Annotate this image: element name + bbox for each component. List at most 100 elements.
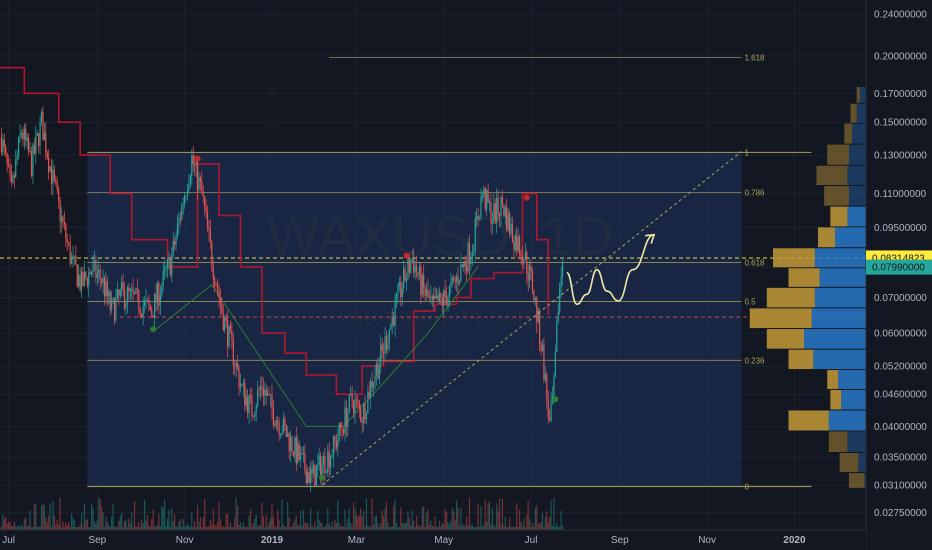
volume-bar bbox=[331, 521, 333, 530]
volume-bar bbox=[267, 526, 269, 530]
candle-body bbox=[267, 393, 269, 396]
candle-body bbox=[29, 151, 31, 153]
profile-bar-up bbox=[819, 268, 866, 287]
volume-bar bbox=[434, 516, 436, 530]
candle-body bbox=[125, 302, 127, 309]
candle-body bbox=[152, 315, 154, 318]
candle-body bbox=[231, 330, 233, 340]
volume-bar bbox=[335, 522, 337, 530]
profile-bar-up bbox=[841, 389, 866, 410]
candle-body bbox=[72, 255, 74, 257]
volume-bar bbox=[556, 523, 558, 530]
volume-bar bbox=[543, 526, 545, 530]
candle-body bbox=[91, 272, 93, 275]
candle-body bbox=[216, 286, 219, 291]
candle-body bbox=[450, 281, 452, 286]
candle-body bbox=[105, 281, 107, 297]
volume-bar bbox=[357, 516, 359, 530]
volume-bar bbox=[123, 521, 126, 530]
volume-bar bbox=[506, 526, 508, 530]
candle-body bbox=[192, 155, 194, 164]
candle-body bbox=[282, 418, 285, 433]
volume-bar bbox=[16, 526, 18, 530]
volume-bar bbox=[119, 516, 121, 530]
candle-body bbox=[368, 392, 370, 398]
profile-bar-down bbox=[766, 329, 804, 349]
price-tick-label: 0.03500000 bbox=[874, 453, 927, 464]
price-axis[interactable]: 0.24000000 0.20000000 0.17000000 0.15000000… bbox=[865, 0, 932, 550]
candle-body bbox=[45, 133, 47, 153]
candle-body bbox=[477, 216, 479, 220]
candle-body bbox=[254, 413, 256, 417]
fibonacci-levels: 0 0.236 0.5 0.618 0.786 1 1.618 bbox=[0, 54, 866, 492]
candle-body bbox=[73, 255, 76, 257]
candle-body bbox=[178, 218, 180, 224]
candles[interactable] bbox=[0, 106, 564, 493]
volume-bar bbox=[171, 508, 173, 530]
candle-body bbox=[121, 282, 123, 290]
candle-body bbox=[149, 305, 151, 311]
volume-bar bbox=[196, 505, 199, 530]
candle-body bbox=[414, 265, 416, 273]
candle-body bbox=[334, 435, 336, 441]
price-tick-label: 0.07000000 bbox=[874, 293, 927, 304]
candle-body bbox=[468, 242, 471, 265]
volume-bar bbox=[195, 526, 197, 530]
profile-bar-up bbox=[858, 453, 866, 473]
candle-body bbox=[255, 406, 257, 414]
volume-bar bbox=[33, 503, 35, 530]
volume-bar bbox=[332, 526, 335, 530]
volume-bar bbox=[448, 525, 451, 530]
time-tick-label: 2020 bbox=[783, 535, 806, 546]
candle-body bbox=[10, 174, 13, 183]
volume-bar bbox=[340, 526, 342, 530]
candle-body bbox=[493, 203, 495, 221]
candle-body bbox=[434, 295, 436, 299]
candle-body bbox=[116, 289, 118, 299]
candle-body bbox=[199, 177, 201, 182]
candle-body bbox=[557, 311, 559, 321]
candle-body bbox=[202, 191, 204, 197]
drawings[interactable] bbox=[321, 151, 742, 486]
candle-body bbox=[13, 175, 15, 178]
volume-bar bbox=[477, 504, 479, 530]
candle-body bbox=[440, 292, 442, 299]
fib-label: 1 bbox=[744, 148, 749, 157]
candle-body bbox=[425, 289, 428, 296]
volume-bar bbox=[12, 526, 14, 530]
candle-body bbox=[99, 269, 101, 280]
profile-bar-up bbox=[814, 287, 866, 308]
volume-bar bbox=[59, 497, 61, 530]
volume-bar bbox=[89, 527, 91, 530]
candle-body bbox=[135, 288, 137, 294]
candle-body bbox=[122, 282, 124, 290]
candle-body bbox=[354, 399, 356, 414]
candle-body bbox=[362, 403, 365, 424]
volume-bar bbox=[291, 525, 293, 530]
volume-bar bbox=[168, 509, 170, 530]
volume-bar bbox=[435, 526, 438, 530]
candle-body bbox=[2, 139, 4, 153]
candle-body bbox=[448, 285, 451, 297]
time-axis[interactable]: Jul Sep Nov 2019 Mar May Jul Sep Nov 2020 bbox=[0, 529, 866, 550]
candle-body bbox=[69, 242, 71, 264]
volume-bar bbox=[174, 514, 176, 530]
candle-body bbox=[490, 201, 492, 224]
profile-bar-up bbox=[813, 349, 866, 370]
volume-bar bbox=[447, 522, 449, 530]
candle-body bbox=[151, 310, 153, 316]
profile-bar-down bbox=[816, 165, 848, 186]
candle-body bbox=[291, 436, 293, 452]
candle-body bbox=[546, 374, 548, 399]
volume-bar bbox=[175, 526, 177, 530]
volume-bar bbox=[322, 526, 325, 530]
price-tag-label: 0.07990000 bbox=[872, 263, 925, 274]
price-tick-label: 0.20000000 bbox=[874, 51, 927, 62]
candle-body bbox=[86, 278, 88, 286]
volume-bar bbox=[367, 524, 369, 530]
candle-body bbox=[75, 255, 77, 266]
volume-bar bbox=[83, 503, 86, 530]
volume-bar bbox=[20, 524, 23, 530]
